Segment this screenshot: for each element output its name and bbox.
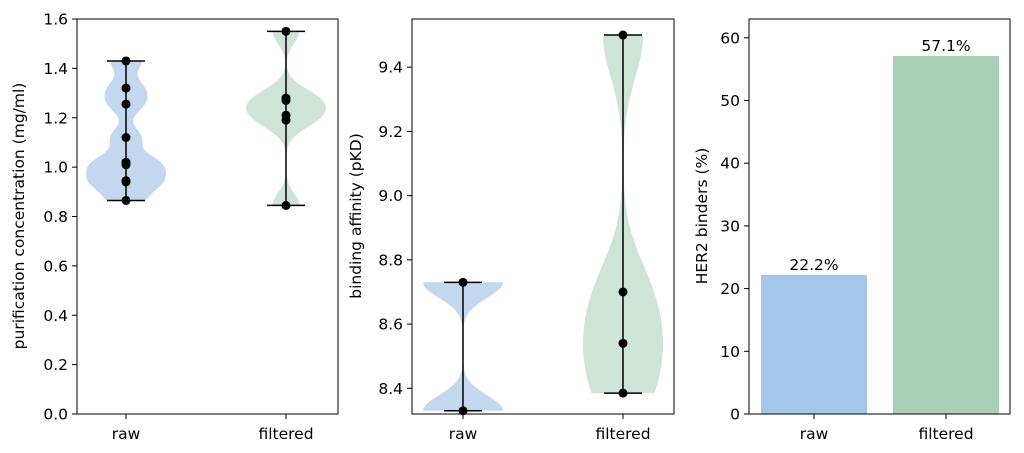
x-tick-label-raw: raw bbox=[800, 425, 829, 443]
y-ticks: 8.4 8.6 8.8 9.0 9.2 9.4 bbox=[378, 59, 412, 398]
y-axis-label: purification concentration (mg/ml) bbox=[10, 83, 28, 350]
y-tick-label: 0.2 bbox=[43, 356, 68, 374]
y-tick-label: 0.6 bbox=[43, 257, 68, 275]
data-point-filtered bbox=[281, 115, 291, 125]
y-tick-label: 8.6 bbox=[378, 316, 403, 334]
data-point-raw bbox=[121, 160, 131, 170]
panel-purification: 0.0 0.2 0.4 0.6 0.8 1.0 1.2 1.4 1.6 raw filtered… bbox=[10, 11, 339, 443]
data-point-filtered bbox=[618, 287, 628, 297]
data-label-raw: 22.2% bbox=[789, 256, 838, 274]
x-tick-label-raw: raw bbox=[112, 425, 141, 443]
y-tick-label: 1.0 bbox=[43, 159, 68, 177]
y-tick-label: 8.8 bbox=[378, 251, 403, 269]
y-tick-label: 9.0 bbox=[378, 187, 403, 205]
plot-frame bbox=[748, 18, 1011, 415]
plot-frame bbox=[411, 18, 675, 415]
data-point-filtered bbox=[618, 30, 628, 40]
y-tick-label: 30 bbox=[720, 217, 740, 235]
y-tick-label: 50 bbox=[720, 92, 740, 110]
bar-raw bbox=[761, 274, 867, 414]
y-tick-label: 1.4 bbox=[43, 60, 68, 78]
data-point-filtered bbox=[281, 26, 291, 36]
data-point-filtered bbox=[618, 338, 628, 348]
violin-marks bbox=[107, 26, 305, 210]
data-point-raw bbox=[121, 99, 131, 109]
data-point-raw bbox=[121, 195, 131, 205]
data-point-raw bbox=[121, 133, 131, 142]
y-tick-label: 0.8 bbox=[43, 208, 68, 226]
data-point-raw bbox=[458, 406, 468, 416]
panel-her2-binders: 22.2% 57.1% 0 10 20 30 40 50 60 raw filtered HE… bbox=[693, 18, 1011, 443]
data-point-raw bbox=[121, 177, 131, 187]
y-tick-label: 8.4 bbox=[378, 380, 403, 398]
bar-filtered bbox=[893, 55, 999, 414]
x-tick-label-raw: raw bbox=[449, 425, 478, 443]
violins bbox=[423, 35, 663, 411]
y-tick-label: 10 bbox=[720, 343, 740, 361]
y-tick-label: 9.4 bbox=[378, 59, 403, 77]
data-point-filtered bbox=[281, 95, 291, 105]
data-point-raw bbox=[121, 56, 131, 66]
data-point-filtered bbox=[618, 388, 628, 398]
y-tick-label: 1.6 bbox=[43, 11, 68, 29]
y-tick-label: 0.4 bbox=[43, 307, 68, 325]
y-tick-label: 40 bbox=[720, 155, 740, 173]
y-axis-label: binding affinity (pKD) bbox=[347, 133, 365, 299]
violin-marks bbox=[444, 30, 642, 416]
x-tick-label-filtered: filtered bbox=[918, 425, 973, 443]
data-label-filtered: 57.1% bbox=[921, 37, 970, 55]
y-axis-label: HER2 binders (%) bbox=[693, 148, 711, 285]
data-point-raw bbox=[458, 277, 468, 287]
x-tick-label-filtered: filtered bbox=[258, 425, 313, 443]
y-tick-label: 0.0 bbox=[43, 406, 68, 424]
x-tick-label-filtered: filtered bbox=[595, 425, 650, 443]
panel-binding-affinity: 8.4 8.6 8.8 9.0 9.2 9.4 raw filtered binding … bbox=[347, 18, 675, 443]
x-ticks: raw filtered bbox=[112, 414, 314, 443]
x-ticks: raw filtered bbox=[800, 414, 974, 443]
y-ticks: 0.0 0.2 0.4 0.6 0.8 1.0 1.2 1.4 1.6 bbox=[43, 11, 77, 424]
y-tick-label: 60 bbox=[720, 29, 740, 47]
y-tick-label: 0 bbox=[730, 406, 740, 424]
y-tick-label: 20 bbox=[720, 280, 740, 298]
y-tick-label: 1.2 bbox=[43, 109, 68, 127]
y-ticks: 0 10 20 30 40 50 60 bbox=[720, 29, 749, 424]
x-ticks: raw filtered bbox=[449, 414, 651, 443]
data-point-filtered bbox=[281, 200, 291, 210]
y-tick-label: 9.2 bbox=[378, 123, 403, 141]
bars: 22.2% 57.1% bbox=[761, 37, 999, 414]
data-point-raw bbox=[121, 83, 131, 93]
